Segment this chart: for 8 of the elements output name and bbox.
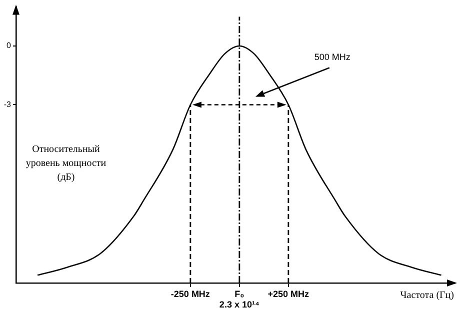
x-tick-label: -250 MHz bbox=[170, 288, 210, 299]
annotation: 500 MHz bbox=[314, 52, 350, 62]
y-tick-label: 0 bbox=[6, 41, 12, 50]
y-tick-label: -3 bbox=[4, 100, 12, 109]
y-axis-title: Относительный уровень мощности (дБ) bbox=[24, 143, 108, 185]
x-tick-label: F₀ 2.3 x 10¹⁴ bbox=[219, 288, 260, 310]
x-axis-title: Частота (Гц) bbox=[400, 290, 454, 301]
x-tick-label: +250 MHz bbox=[268, 288, 310, 299]
